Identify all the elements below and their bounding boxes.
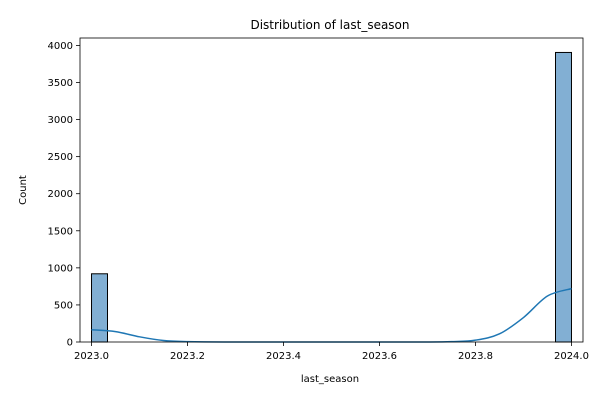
x-tick-label-1: 2023.2: [170, 351, 205, 362]
y-tick-label-3: 1500: [48, 226, 73, 237]
y-tick-label-6: 3000: [48, 115, 73, 126]
chart-title: Distribution of last_season: [250, 18, 409, 32]
x-tick-label-5: 2024.0: [554, 351, 589, 362]
y-tick-label-4: 2000: [48, 189, 73, 200]
y-tick-label-8: 4000: [48, 41, 73, 52]
y-axis-label: Count: [18, 175, 29, 205]
histogram-bar-1: [554, 51, 572, 343]
x-tick-label-0: 2023.0: [74, 351, 109, 362]
bars-group: [91, 51, 572, 343]
x-tick-label-4: 2023.8: [458, 351, 493, 362]
y-tick-label-1: 500: [54, 300, 73, 311]
y-tick-label-0: 0: [67, 338, 73, 349]
y-tick-label-7: 3500: [48, 78, 73, 89]
kde-line: [91, 287, 572, 343]
y-tick-label-5: 2500: [48, 152, 73, 163]
y-tick-label-2: 1000: [48, 263, 73, 274]
x-tick-label-2: 2023.4: [266, 351, 301, 362]
x-tick-label-3: 2023.6: [362, 351, 397, 362]
kde-group: [91, 287, 572, 343]
x-axis-label: last_season: [301, 374, 359, 385]
axes-group: 2023.0 2023.2 2023.4 2023.6 2023.8 2024.0 0 500…: [48, 37, 589, 362]
histogram-bar-0: [91, 273, 109, 343]
plot-frame: [79, 37, 584, 343]
